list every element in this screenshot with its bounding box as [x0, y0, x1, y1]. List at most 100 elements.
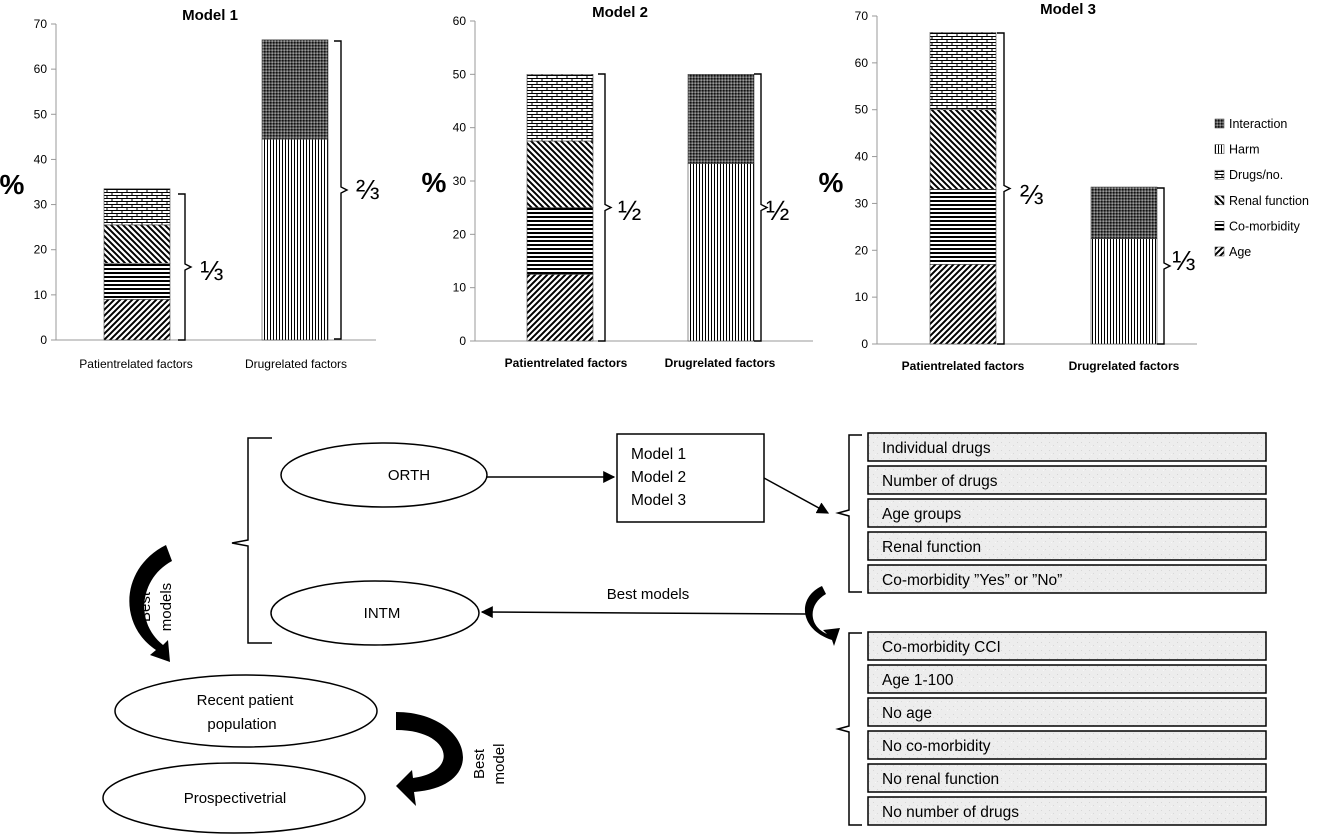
prospective-trial-label: Prospectivetrial [184, 790, 287, 807]
models-box [616, 433, 765, 523]
curved-arrow-best-model [396, 712, 463, 806]
variable-top-label: Renal function [882, 539, 981, 556]
variable-top-label: Age groups [882, 506, 962, 523]
curved-arrow-best-models [129, 545, 172, 662]
best-models-arrow [480, 606, 807, 619]
y-tick-label: 60 [34, 62, 48, 76]
legend-entry: Co-morbidity [1229, 219, 1301, 233]
flow-diagram: ORTH INTM Recent patient population Pros… [102, 432, 1267, 834]
chart-model-3: 0 10 20 30 40 50 60 70 Model 3% Patientrelated fa… [819, 1, 1197, 373]
y-tick-label: 10 [453, 281, 467, 295]
legend-entry: Harm [1229, 143, 1260, 157]
curved-label-models: models [158, 583, 175, 631]
bracket [598, 73, 613, 342]
bar-segment-harm [1090, 238, 1158, 345]
bar-segment-co-morbidity [526, 207, 594, 275]
models-box-line-1: Model 1 [631, 446, 686, 463]
orth-node [280, 442, 488, 508]
bar-segment-age [526, 274, 594, 342]
bar-segment-co-morbidity [103, 262, 171, 300]
variable-top-label: Number of drugs [882, 473, 998, 490]
variable-bottom-box [867, 763, 1267, 793]
y-tick-label: 0 [861, 337, 868, 351]
charts-layer: 0 10 20 30 40 50 60 70 Model 1% Patientrelated fa… [0, 1, 1197, 373]
bar-segment-interaction [1090, 186, 1158, 239]
variable-bottom-box [867, 664, 1267, 694]
legend-entry: Renal function [1229, 194, 1309, 208]
bar-segment-renal-function [103, 224, 171, 264]
intm-label: INTM [364, 605, 401, 622]
bar-segment-renal-function [526, 140, 594, 208]
curved-label-best: Best [137, 591, 154, 622]
y-tick-label: 70 [34, 17, 48, 31]
bar-segment-drugs-no- [103, 188, 171, 226]
legend-swatch [1214, 195, 1225, 206]
y-tick-label: 50 [855, 103, 869, 117]
category-label: Patientrelated factors [505, 356, 628, 370]
y-tick-label: 30 [453, 174, 467, 188]
recent-population-label-1: Recent patient [197, 692, 295, 709]
variable-bottom-box [867, 730, 1267, 760]
y-tick-label: 10 [855, 290, 869, 304]
curved-label-model-2: model [491, 744, 508, 785]
variable-bottom-label: Co-morbidity CCI [882, 639, 1001, 656]
y-tick-label: 20 [453, 227, 467, 241]
bottom-right-brace [835, 632, 862, 826]
variable-top-box [867, 498, 1267, 528]
chart-title: Model 1 [182, 7, 238, 24]
models-to-variables-arrow [763, 477, 830, 514]
bar-segment-drugs-no- [526, 74, 594, 142]
variable-bottom-label: No age [882, 705, 932, 722]
legend-entry: Age [1229, 245, 1251, 259]
variable-bottom-label: Age 1-100 [882, 672, 954, 689]
top-right-brace [835, 434, 862, 593]
curved-label-best-2: Best [471, 748, 488, 779]
left-brace [231, 437, 272, 644]
y-tick-label: 50 [453, 67, 467, 81]
category-label: Patientrelated factors [79, 357, 192, 371]
intm-node [270, 580, 480, 646]
variable-top-box [867, 432, 1267, 462]
fraction-annotation: ⅔ [356, 174, 379, 205]
y-axis-label: % [0, 169, 25, 200]
fraction-annotation: ½ [766, 195, 789, 226]
best-models-label: Best models [607, 586, 690, 603]
variable-bottom-label: No renal function [882, 771, 999, 788]
y-tick-label: 20 [855, 243, 869, 257]
chart-title: Model 2 [592, 4, 648, 21]
legend: Interaction Harm Drugs/no. Renal function Co… [1214, 117, 1309, 259]
orth-label: ORTH [388, 467, 430, 484]
bar-segment-co-morbidity [929, 189, 997, 265]
legend-swatch [1214, 144, 1225, 154]
bar-segment-harm [687, 163, 755, 342]
bar-segment-interaction [687, 74, 755, 164]
chart-model-2: 0 10 20 30 40 50 60 Model 2% Patientrelated fact… [422, 4, 813, 370]
y-tick-label: 20 [34, 243, 48, 257]
bracket [997, 32, 1012, 345]
fraction-annotation: ⅔ [1020, 179, 1043, 210]
variable-top-label: Co-morbidity ”Yes” or ”No” [882, 572, 1062, 589]
legend-swatch [1214, 169, 1225, 180]
y-tick-label: 70 [855, 9, 869, 23]
bar-segment-harm [261, 138, 329, 341]
variable-top-box [867, 531, 1267, 561]
bar-segment-renal-function [929, 109, 997, 190]
y-tick-label: 30 [34, 198, 48, 212]
recent-population-label-2: population [207, 716, 276, 733]
variable-bottom-label: No co-morbidity [882, 738, 991, 755]
y-axis-label: % [422, 167, 447, 198]
curved-arrow-right [804, 586, 840, 646]
legend-entry: Drugs/no. [1229, 168, 1283, 182]
recent-population-node [114, 674, 378, 748]
variable-bottom-label: No number of drugs [882, 804, 1019, 821]
y-tick-label: 40 [34, 152, 48, 166]
variable-boxes: Individual drugs Number of drugs Age group… [867, 432, 1267, 826]
category-label: Patientrelated factors [902, 359, 1025, 373]
y-tick-label: 0 [459, 334, 466, 348]
legend-swatch [1214, 221, 1225, 231]
y-tick-label: 50 [34, 107, 48, 121]
variable-bottom-box [867, 796, 1267, 826]
legend-entry: Interaction [1229, 117, 1287, 131]
bracket [178, 193, 193, 341]
chart-model-1: 0 10 20 30 40 50 60 70 Model 1% Patientrelated fa… [0, 7, 379, 371]
